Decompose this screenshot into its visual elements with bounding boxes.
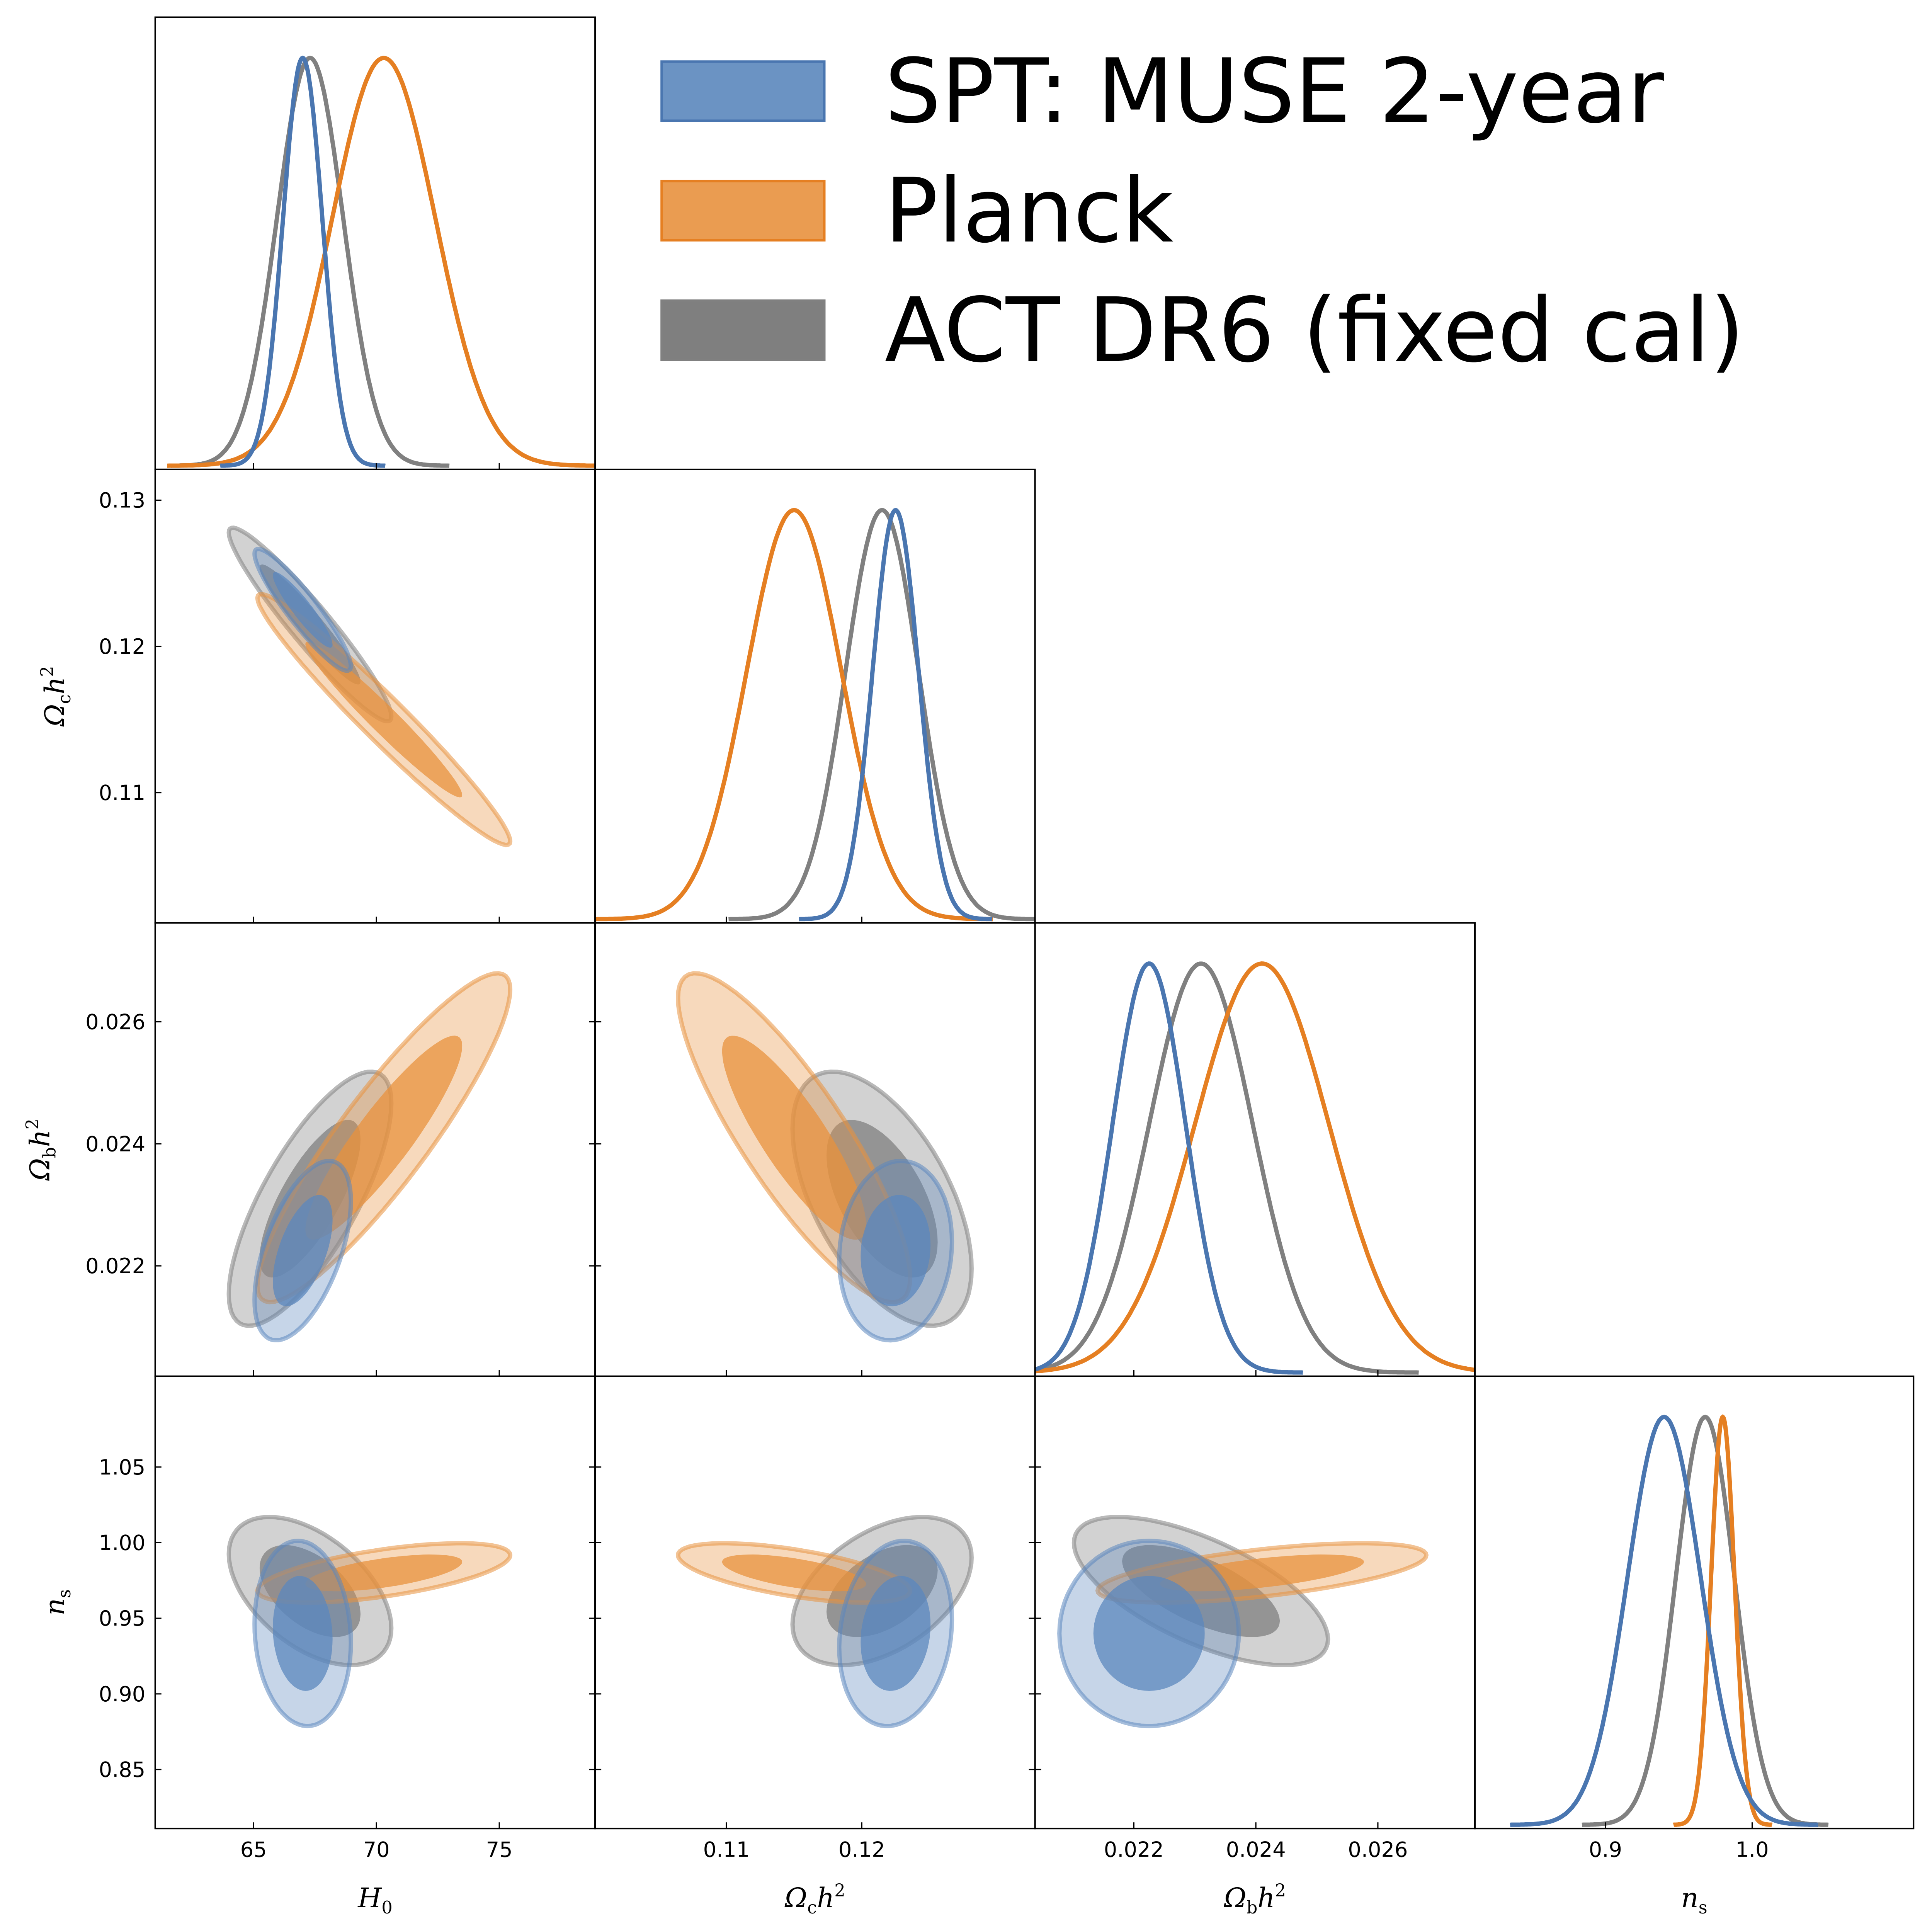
legend-item-0: SPT: MUSE 2-year xyxy=(660,40,1664,143)
x-axis-label-omch2: Ωch2 xyxy=(784,1881,845,1918)
y-tick-label: 0.90 xyxy=(99,1682,146,1706)
panel-marginal-ns xyxy=(1510,1414,1829,1827)
panel-frame xyxy=(1474,1375,1915,1830)
panel-ombh2-vs-H0 xyxy=(226,971,513,1343)
x-tick-label: 0.022 xyxy=(1104,1837,1164,1862)
y-tick-label: 0.13 xyxy=(99,488,146,513)
panel-omch2-vs-H0 xyxy=(226,526,513,847)
marginal-curve-0 xyxy=(798,508,993,922)
marginal-curve-2 xyxy=(1034,961,1419,1375)
y-tick-label: 1.05 xyxy=(99,1455,146,1480)
y-tick-label: 0.024 xyxy=(85,1132,145,1156)
legend-swatch xyxy=(660,60,826,122)
panel-ombh2-vs-omch2 xyxy=(676,971,974,1343)
panel-marginal-H0 xyxy=(167,55,595,468)
y-axis-label-ombh2: Ωbh2 xyxy=(22,1119,60,1181)
panel-ns-vs-omch2 xyxy=(676,1515,974,1728)
contour-68-1 xyxy=(1160,1554,1364,1592)
marginal-curve-1 xyxy=(167,56,595,468)
contour-68-1 xyxy=(305,1554,463,1592)
x-tick-label: 0.11 xyxy=(703,1837,750,1862)
contour-68-0 xyxy=(272,1195,333,1306)
marginal-curve-1 xyxy=(1035,961,1475,1374)
legend-label: ACT DR6 (fixed cal) xyxy=(885,279,1745,382)
y-tick-label: 1.00 xyxy=(99,1531,146,1555)
y-axis-label-omch2: Ωch2 xyxy=(37,666,75,727)
contour-68-1 xyxy=(305,641,463,798)
contour-68-1 xyxy=(722,1036,866,1240)
marginal-curve-2 xyxy=(728,508,1035,922)
y-tick-label: 0.026 xyxy=(85,1010,145,1034)
x-axis-label-ns: ns xyxy=(1681,1882,1708,1918)
marginal-curve-1 xyxy=(1673,1414,1773,1827)
panel-ns-vs-ombh2 xyxy=(1057,1515,1429,1728)
x-tick-label: 65 xyxy=(240,1837,267,1862)
contour-68-1 xyxy=(305,1036,463,1240)
x-tick-label: 1.0 xyxy=(1735,1837,1769,1862)
legend-item-2: ACT DR6 (fixed cal) xyxy=(660,279,1745,382)
marginal-curve-2 xyxy=(1582,1415,1829,1827)
legend-label: Planck xyxy=(885,160,1174,263)
legend-label: SPT: MUSE 2-year xyxy=(885,40,1664,143)
contour-68-0 xyxy=(272,572,333,648)
x-axis-label-H0: H0 xyxy=(357,1882,393,1918)
y-tick-label: 0.95 xyxy=(99,1606,146,1631)
panel-marginal-ombh2 xyxy=(1034,961,1475,1375)
legend-item-1: Planck xyxy=(660,160,1174,263)
y-tick-label: 0.85 xyxy=(99,1758,146,1782)
panel-frame xyxy=(594,468,1036,924)
x-tick-label: 0.9 xyxy=(1589,1837,1622,1862)
contour-68-0 xyxy=(272,1576,333,1691)
panel-ns-vs-H0 xyxy=(226,1515,513,1728)
x-tick-label: 0.026 xyxy=(1348,1837,1408,1862)
marginal-curve-0 xyxy=(219,55,386,468)
legend-swatch xyxy=(660,299,826,361)
panel-marginal-omch2 xyxy=(595,508,1035,922)
y-tick-label: 0.11 xyxy=(99,781,146,805)
panels: 65 70 75 H0 0.11 0.12 Ωch2 0.022 0.024 0.026 Ωbh2 0… xyxy=(22,16,1915,1918)
marginal-curve-2 xyxy=(170,56,450,468)
y-axis-label-ns: ns xyxy=(39,1589,75,1616)
legend-swatch xyxy=(660,180,826,242)
contour-68-1 xyxy=(722,1554,866,1592)
contour-68-0 xyxy=(1093,1576,1205,1691)
x-tick-label: 0.024 xyxy=(1226,1837,1286,1862)
x-axis-label-ombh2: Ωbh2 xyxy=(1224,1881,1286,1918)
contour-68-0 xyxy=(861,1576,931,1691)
legend: SPT: MUSE 2-year Planck ACT DR6 (fixed cal… xyxy=(660,40,1745,382)
y-tick-label: 0.022 xyxy=(85,1254,145,1278)
marginal-curve-0 xyxy=(1510,1415,1818,1827)
x-tick-label: 75 xyxy=(486,1837,513,1862)
marginal-curve-0 xyxy=(1034,961,1303,1375)
contour-68-0 xyxy=(861,1195,931,1306)
x-tick-label: 0.12 xyxy=(838,1837,885,1862)
x-tick-label: 70 xyxy=(363,1837,390,1862)
marginal-curve-1 xyxy=(595,508,993,922)
y-tick-label: 0.12 xyxy=(99,634,146,659)
